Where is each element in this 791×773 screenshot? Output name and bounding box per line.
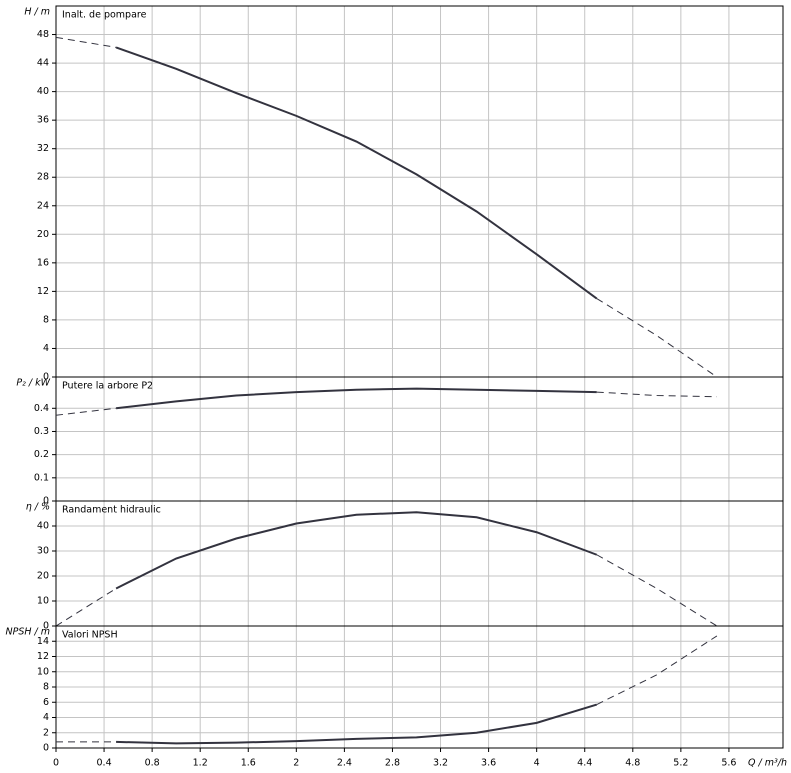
y-tick-label: 36	[37, 115, 49, 126]
y-tick-label: 10	[37, 666, 49, 677]
x-tick-label: 5.6	[721, 758, 736, 769]
y-tick-label: 10	[37, 596, 49, 607]
y-tick-label: 0.2	[34, 449, 49, 460]
panel-title: Putere la arbore P2	[62, 381, 153, 392]
y-tick-label: 4	[43, 343, 49, 354]
y-tick-label: 0	[43, 372, 49, 383]
x-tick-label: 2	[293, 758, 299, 769]
y-tick-label: 0.3	[34, 426, 49, 437]
y-tick-label: 0.1	[34, 472, 49, 483]
x-tick-label: 3.2	[433, 758, 448, 769]
y-tick-label: 12	[37, 651, 49, 662]
y-tick-label: 2	[43, 727, 49, 738]
y-axis-label: P₂ / kW	[16, 378, 50, 389]
y-axis-label: NPSH / m	[5, 627, 50, 638]
panel-title: Randament hidraulic	[62, 505, 161, 516]
curve	[116, 703, 598, 745]
curve	[115, 511, 598, 590]
y-tick-label: 30	[37, 546, 49, 557]
panel-title: Inalt. de pompare	[62, 10, 147, 21]
curve-extrapolated	[55, 407, 117, 416]
x-tick-label: 0	[53, 758, 59, 769]
y-axis-label: η / %	[26, 502, 50, 513]
y-tick-label: 6	[43, 697, 49, 708]
y-tick-label: 0	[43, 496, 49, 507]
x-tick-label: 4.4	[577, 758, 592, 769]
y-tick-label: 40	[37, 521, 49, 532]
y-tick-label: 44	[37, 58, 49, 69]
curve	[115, 387, 597, 410]
y-tick-label: 0	[43, 743, 49, 754]
x-tick-label: 0.8	[145, 758, 160, 769]
x-tick-label: 2.4	[337, 758, 352, 769]
curve-extrapolated	[55, 588, 117, 627]
x-tick-label: 2.8	[385, 758, 400, 769]
curve-extrapolated	[596, 298, 718, 378]
y-tick-label: 20	[37, 571, 49, 582]
plot-frame	[55, 5, 784, 378]
y-tick-label: 8	[43, 682, 49, 693]
y-tick-label: 28	[37, 172, 49, 183]
y-axis-label: H / m	[24, 7, 50, 18]
plot-frame	[55, 625, 784, 749]
y-tick-label: 20	[37, 229, 49, 240]
y-tick-label: 32	[37, 143, 49, 154]
curve	[115, 46, 598, 300]
x-tick-label: 1.6	[241, 758, 256, 769]
y-tick-label: 14	[37, 636, 49, 647]
y-tick-label: 16	[37, 257, 49, 268]
y-tick-label: 12	[37, 286, 49, 297]
curve-extrapolated	[55, 36, 117, 48]
x-tick-label: 3.6	[481, 758, 496, 769]
x-tick-label: 4	[534, 758, 540, 769]
x-tick-label: 0.4	[97, 758, 112, 769]
x-tick-label: 4.8	[625, 758, 640, 769]
y-tick-label: 48	[37, 29, 49, 40]
curve-extrapolated	[596, 554, 718, 627]
x-tick-label: 5.2	[673, 758, 688, 769]
y-tick-label: 40	[37, 86, 49, 97]
curve-extrapolated	[596, 391, 717, 398]
y-tick-label: 0	[43, 621, 49, 632]
panel-title: Valori NPSH	[62, 630, 118, 641]
y-tick-label: 4	[43, 712, 49, 723]
y-tick-label: 24	[37, 200, 49, 211]
y-tick-label: 8	[43, 314, 49, 325]
curve-extrapolated	[596, 635, 718, 705]
y-tick-label: 0.4	[34, 403, 49, 414]
x-tick-label: 1.2	[193, 758, 208, 769]
x-axis-label: Q / m³/h	[748, 758, 787, 769]
